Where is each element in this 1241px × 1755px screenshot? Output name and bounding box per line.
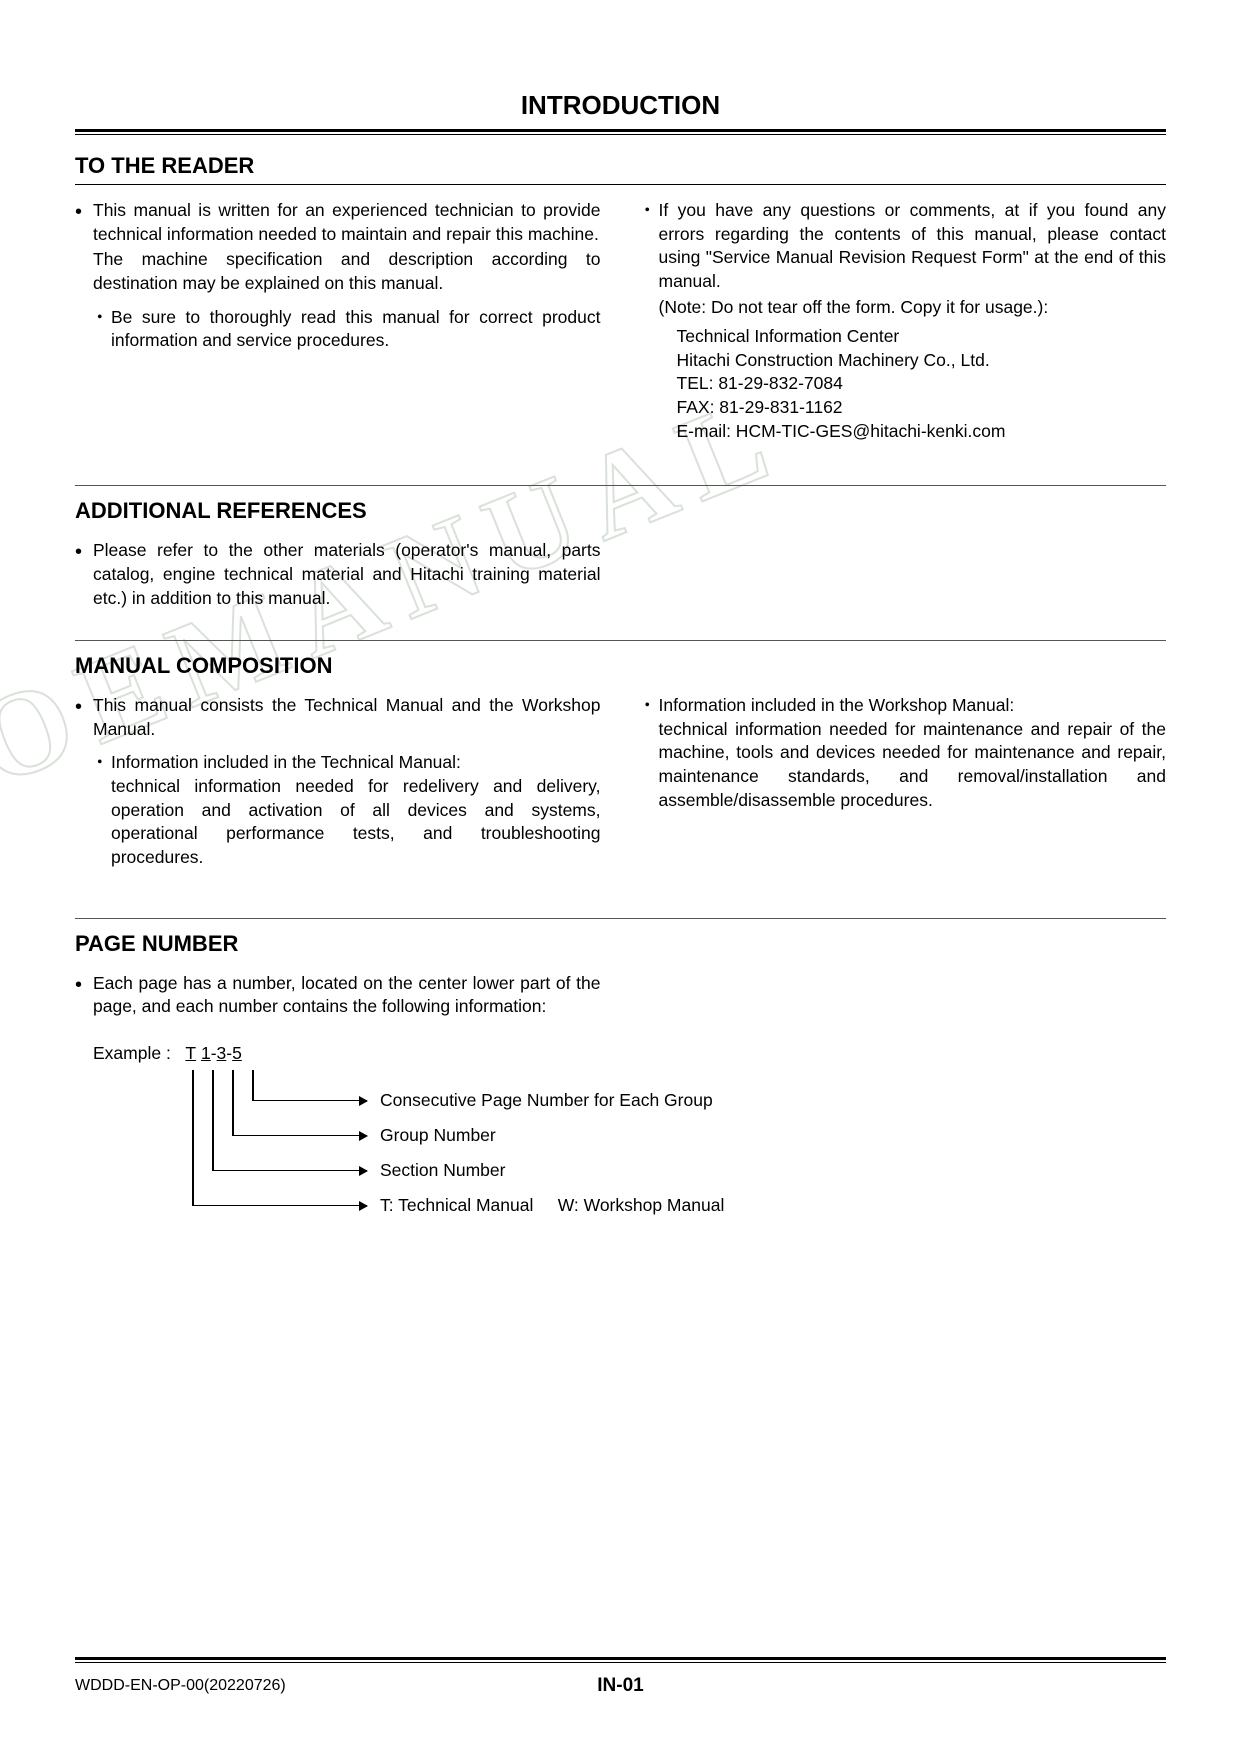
contact-block: Technical Information Center Hitachi Con… (641, 325, 1167, 443)
rule-manual-comp (75, 640, 1166, 641)
vline-5 (252, 1070, 254, 1100)
to-reader-bullet: This manual is written for an experience… (75, 199, 601, 296)
section-page-number: PAGE NUMBER Each page has a number, loca… (75, 918, 1166, 1260)
section-manual-comp: MANUAL COMPOSITION This manual consists … (75, 640, 1166, 875)
hline-3 (232, 1135, 367, 1137)
manual-comp-left-sub: Information included in the Technical Ma… (93, 751, 601, 869)
additional-refs-cols: Please refer to the other materials (ope… (75, 539, 1166, 616)
code-5: 5 (232, 1043, 242, 1063)
manual-comp-right: Information included in the Workshop Man… (641, 694, 1167, 875)
page-number-cols: Each page has a number, located on the c… (75, 972, 1166, 1025)
to-reader-columns: This manual is written for an experience… (75, 199, 1166, 443)
footer-rule1 (75, 1657, 1166, 1660)
example-row: Example : T 1-3-5 (75, 1043, 1166, 1064)
additional-refs-p1: Please refer to the other materials (ope… (75, 539, 601, 610)
to-reader-sub1: Be sure to thoroughly read this manual f… (93, 306, 601, 353)
manual-comp-cols: This manual consists the Technical Manua… (75, 694, 1166, 875)
vline-t (192, 1070, 194, 1205)
vline-3 (232, 1070, 234, 1135)
manual-comp-right-subp: technical information needed for mainten… (659, 718, 1167, 813)
code-3: 3 (217, 1043, 227, 1063)
page-footer: WDDD-EN-OP-00(20220726) IN-01 (75, 1657, 1166, 1695)
footer-row: WDDD-EN-OP-00(20220726) IN-01 (75, 1677, 1166, 1695)
contact-l5: E-mail: HCM-TIC-GES@hitachi-kenki.com (677, 420, 1167, 444)
code-t: T (185, 1043, 196, 1063)
to-reader-left: This manual is written for an experience… (75, 199, 601, 443)
footer-rule2 (75, 1662, 1166, 1663)
page-number-left: Each page has a number, located on the c… (75, 972, 601, 1025)
additional-refs-right-empty (641, 539, 1167, 616)
page-title: INTRODUCTION (75, 90, 1166, 132)
manual-comp-left-subh: Information included in the Technical Ma… (111, 752, 461, 772)
diag-label-4: T: Technical Manual W: Workshop Manual (380, 1195, 724, 1216)
vline-1 (212, 1070, 214, 1170)
hline-5 (252, 1100, 367, 1102)
footer-left: WDDD-EN-OP-00(20220726) (75, 1677, 286, 1695)
example-code: T 1-3-5 (185, 1043, 241, 1064)
to-reader-right-p1: If you have any questions or comments, a… (659, 200, 1167, 291)
diag-label-2: Group Number (380, 1125, 496, 1146)
page-number-diagram: Consecutive Page Number for Each Group G… (190, 1070, 1166, 1260)
manual-comp-left-subp: technical information needed for redeliv… (111, 775, 601, 870)
code-1: 1 (201, 1043, 211, 1063)
hline-t (192, 1205, 367, 1207)
rule-page-number (75, 918, 1166, 919)
section-additional-refs: ADDITIONAL REFERENCES Please refer to th… (75, 485, 1166, 616)
to-reader-right: If you have any questions or comments, a… (641, 199, 1167, 443)
additional-refs-left: Please refer to the other materials (ope… (75, 539, 601, 616)
page-number-right-empty (641, 972, 1167, 1025)
to-reader-right-bullet: If you have any questions or comments, a… (641, 199, 1167, 319)
footer-right-spacer (1162, 1677, 1166, 1695)
manual-comp-right-sub: Information included in the Workshop Man… (641, 694, 1167, 812)
diag-label-4b: W: Workshop Manual (558, 1195, 725, 1215)
diag-label-1: Consecutive Page Number for Each Group (380, 1090, 713, 1111)
contact-l3: TEL: 81-29-832-7084 (677, 372, 1167, 396)
example-label: Example : (93, 1043, 171, 1063)
hline-1 (212, 1170, 367, 1172)
page-content: INTRODUCTION TO THE READER This manual i… (75, 90, 1166, 1260)
diag-label-4a: T: Technical Manual (380, 1195, 533, 1215)
contact-l1: Technical Information Center (677, 325, 1167, 349)
title-rule (75, 134, 1166, 135)
diag-label-3: Section Number (380, 1160, 505, 1181)
heading-to-reader: TO THE READER (75, 153, 1166, 185)
heading-manual-comp: MANUAL COMPOSITION (75, 653, 1166, 684)
to-reader-p2: The machine specification and descriptio… (93, 248, 601, 295)
heading-additional-refs: ADDITIONAL REFERENCES (75, 498, 1166, 529)
page-number-p1: Each page has a number, located on the c… (75, 972, 601, 1019)
footer-center: IN-01 (597, 1675, 643, 1697)
manual-comp-right-subh: Information included in the Workshop Man… (659, 695, 1015, 715)
to-reader-p1: This manual is written for an experience… (93, 200, 601, 244)
manual-comp-left-p1: This manual consists the Technical Manua… (75, 694, 601, 741)
to-reader-right-p2: (Note: Do not tear off the form. Copy it… (659, 296, 1167, 320)
manual-comp-left: This manual consists the Technical Manua… (75, 694, 601, 875)
to-reader-sub1-text: Be sure to thoroughly read this manual f… (111, 307, 601, 351)
rule-additional (75, 485, 1166, 486)
contact-l4: FAX: 81-29-831-1162 (677, 396, 1167, 420)
heading-page-number: PAGE NUMBER (75, 931, 1166, 962)
contact-l2: Hitachi Construction Machinery Co., Ltd. (677, 349, 1167, 373)
